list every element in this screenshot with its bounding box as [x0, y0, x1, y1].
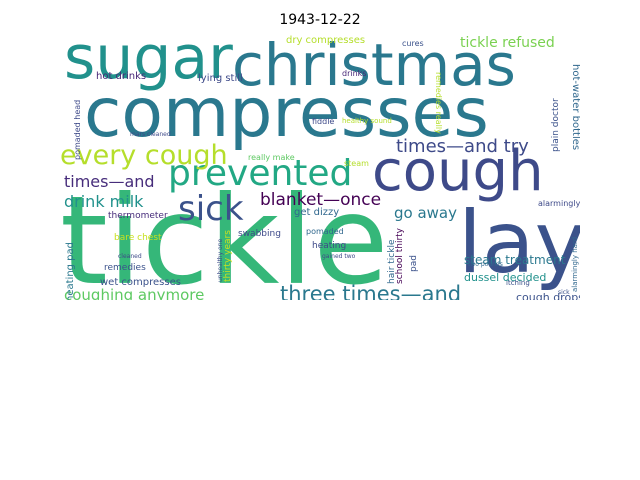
word-gained-two: gained two [322, 253, 356, 260]
word-drink-milk: drink milk [64, 192, 144, 211]
word-cough-drops: cough drops [516, 291, 580, 300]
word-lying-still: lying still [198, 73, 243, 84]
word-hot-water-bottles: hot-water bottles [570, 64, 580, 151]
word-blanket-once: blanket—once [260, 190, 382, 210]
word-swabbing: swabbing [238, 229, 281, 239]
word-bare-chest: bare chest [114, 233, 162, 243]
word-itching: itching [506, 279, 530, 287]
word-two-pounds: two pounds [468, 261, 503, 268]
word-heating-pad: wet compresses [100, 277, 181, 288]
word-pomaded: pomaded [306, 227, 344, 236]
word-three-times-and: three times—and [280, 282, 462, 301]
word-fiddle: fiddle [312, 117, 335, 126]
word-get-dizzy: get dizzy [294, 207, 340, 218]
word-thermometer: thermometer [108, 211, 168, 221]
word-steam: steam [344, 159, 369, 168]
word-really-make: really make [248, 153, 295, 162]
chart-title: 1943-12-22 [279, 12, 361, 28]
word-drinks: drinks [342, 69, 367, 78]
word-remedies: remedies [104, 263, 146, 273]
word-lay: lay [458, 193, 580, 293]
word-hot-drinks: hot drinks [96, 71, 147, 82]
word-cleaned: cleaned [118, 253, 142, 260]
word-compresses: compresses [84, 74, 489, 153]
word-mars-cleaned: mars cleaned [130, 131, 171, 138]
word-christmas: christmas [232, 32, 516, 99]
word-pomaded-head: pomaded head [73, 99, 82, 160]
word-tickle: tickle [60, 170, 389, 300]
word-times-and-try: times—and try [396, 136, 529, 157]
word-plain-doctor: plain doctor [551, 98, 561, 152]
word-healthy-sound: healthy sound [342, 117, 392, 125]
word-times-and: times—and [64, 172, 155, 191]
word-prevented: prevented [168, 153, 353, 194]
word-every-cough: every cough [60, 140, 228, 171]
word-cloud: compresses tickle christmas sugar cough … [60, 32, 580, 300]
word-go-away: go away [394, 204, 457, 222]
word-dry-compresses: dry compresses [286, 35, 366, 46]
word-cough: cough [372, 139, 544, 204]
word-tickle-refused: tickle refused [460, 35, 555, 51]
word-thirty-years: thirty years [223, 230, 233, 282]
word-school-thirty: school thirty [395, 227, 405, 284]
word-sick-small: sick [558, 289, 570, 296]
word-sugar: sugar [64, 32, 233, 93]
word-alarmingly-hard: alarmingly hard [571, 236, 579, 292]
word-sick: sick [178, 189, 244, 229]
word-steam-treatment: steam treatment [464, 253, 566, 267]
word-remedies-really: remedies really [434, 72, 443, 134]
word-cures: cures [402, 39, 424, 48]
word-coughing-anymore: coughing anymore [64, 286, 205, 301]
word-wet-compresses: heating pad [65, 241, 76, 300]
word-unhealthy-one: unhealthy one [217, 238, 224, 282]
word-pad: pad [409, 255, 419, 272]
word-alarmingly: alarmingly [538, 199, 580, 208]
word-heating: heating [312, 241, 347, 251]
word-dussel-decided: dussel decided [464, 271, 547, 284]
